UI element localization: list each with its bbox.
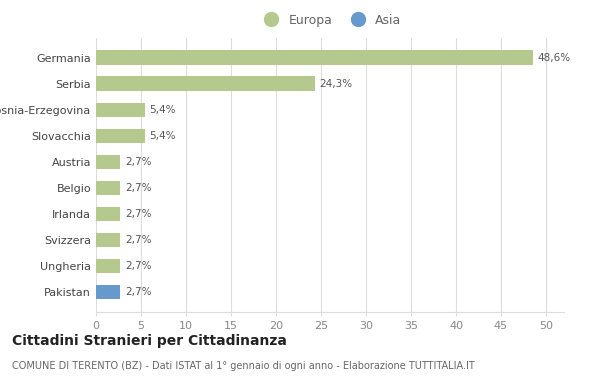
- Text: 2,7%: 2,7%: [125, 235, 151, 245]
- Legend: Europa, Asia: Europa, Asia: [254, 9, 406, 32]
- Text: 5,4%: 5,4%: [149, 131, 176, 141]
- Text: 48,6%: 48,6%: [538, 52, 571, 63]
- Text: 5,4%: 5,4%: [149, 105, 176, 115]
- Text: 2,7%: 2,7%: [125, 261, 151, 271]
- Bar: [96, 51, 533, 65]
- Bar: [96, 76, 315, 91]
- Bar: [96, 233, 120, 247]
- Bar: [96, 207, 120, 221]
- Bar: [96, 180, 120, 195]
- Bar: [96, 155, 120, 169]
- Text: 2,7%: 2,7%: [125, 287, 151, 297]
- Bar: [96, 285, 120, 299]
- Text: 24,3%: 24,3%: [319, 79, 352, 89]
- Text: 2,7%: 2,7%: [125, 209, 151, 219]
- Text: 2,7%: 2,7%: [125, 183, 151, 193]
- Bar: [96, 103, 145, 117]
- Text: Cittadini Stranieri per Cittadinanza: Cittadini Stranieri per Cittadinanza: [12, 334, 287, 348]
- Text: COMUNE DI TERENTO (BZ) - Dati ISTAT al 1° gennaio di ogni anno - Elaborazione TU: COMUNE DI TERENTO (BZ) - Dati ISTAT al 1…: [12, 361, 475, 371]
- Bar: [96, 128, 145, 143]
- Bar: [96, 259, 120, 273]
- Text: 2,7%: 2,7%: [125, 157, 151, 167]
